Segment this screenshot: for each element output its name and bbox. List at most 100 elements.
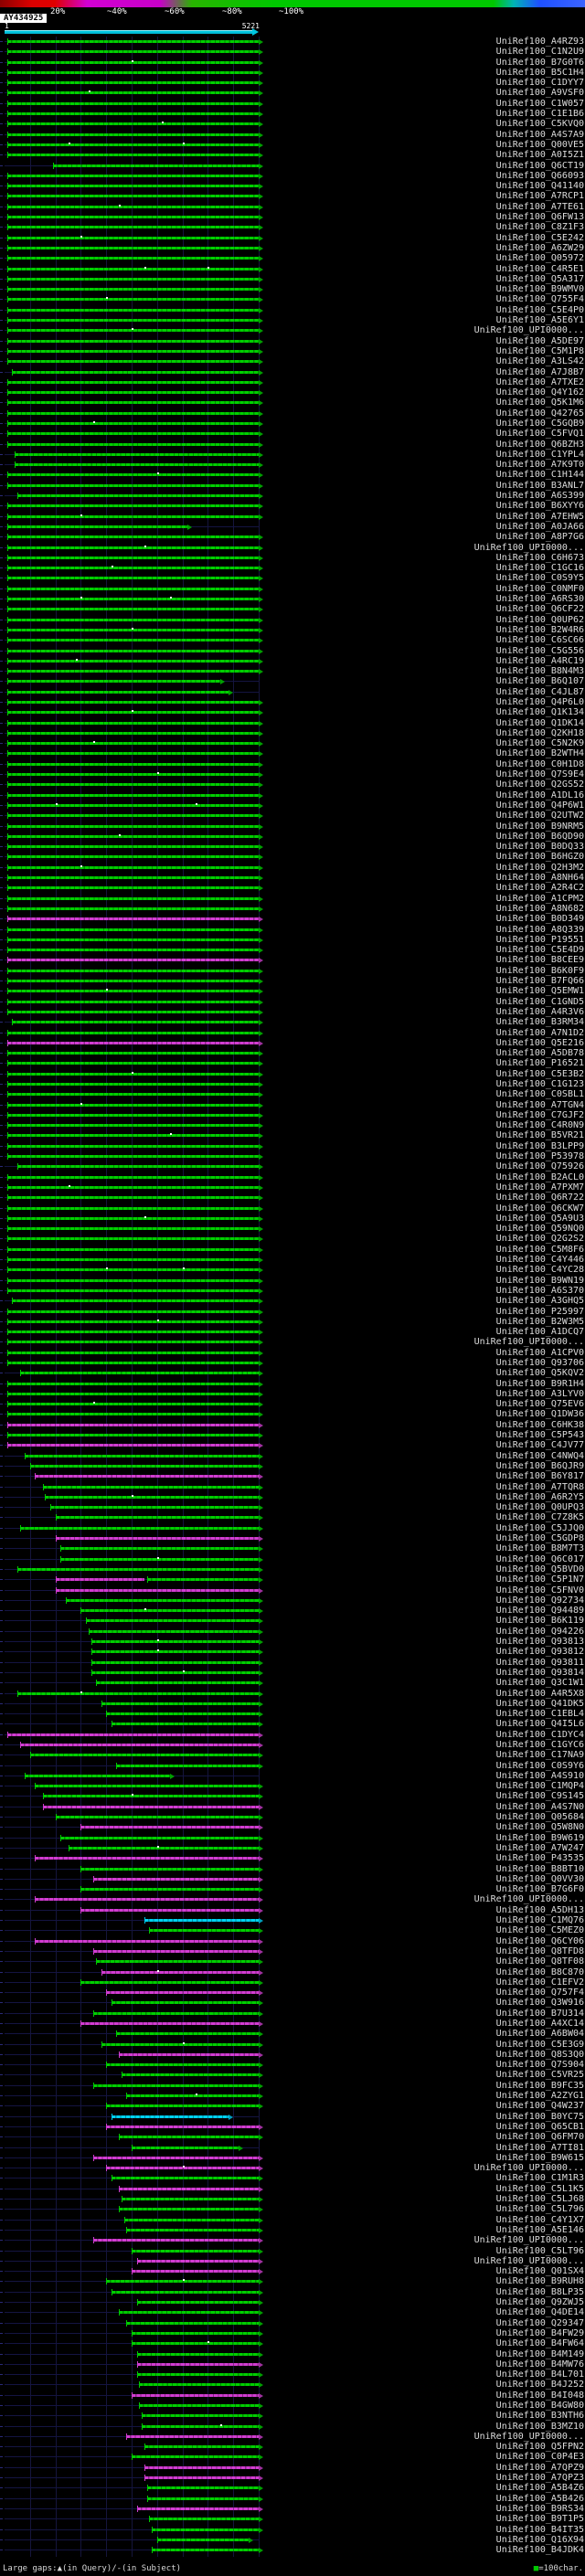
hsp-bar[interactable] (106, 2123, 259, 2130)
subject-label[interactable]: UniRef100_B2ACL0 (495, 1171, 584, 1182)
hsp-bar[interactable] (6, 203, 259, 210)
hsp-bar[interactable] (88, 1627, 259, 1635)
hsp-bar[interactable] (106, 2165, 259, 2172)
subject-label[interactable]: UniRef100_B6K0F9 (495, 965, 584, 976)
subject-label[interactable]: UniRef100_Q05972 (495, 253, 584, 264)
subject-label[interactable]: UniRef100_A4RC19 (495, 655, 584, 666)
hsp-bar[interactable] (35, 1783, 259, 1790)
subject-label[interactable]: UniRef100_A3LS42 (495, 356, 584, 367)
subject-label[interactable]: UniRef100_Q5BVD0 (495, 1564, 584, 1574)
hsp-bar[interactable] (106, 2062, 259, 2069)
hsp-bar[interactable] (6, 327, 259, 334)
subject-label[interactable]: UniRef100_B5C1H4 (495, 67, 584, 78)
hsp-bar[interactable] (6, 544, 259, 551)
subject-label[interactable]: UniRef100_C17NA9 (495, 1750, 584, 1761)
hsp-bar[interactable] (106, 2103, 259, 2110)
subject-label[interactable]: UniRef100_C1DYC4 (495, 1729, 584, 1740)
hsp-bar[interactable] (6, 1442, 259, 1449)
subject-label[interactable]: UniRef100_C6HK38 (495, 1419, 584, 1430)
hsp-bar[interactable] (19, 1370, 259, 1377)
hsp-bar[interactable] (6, 378, 259, 386)
subject-label[interactable]: UniRef100_A1DCQ7 (495, 1327, 584, 1338)
subject-label[interactable]: UniRef100_C4NWQ4 (495, 1450, 584, 1461)
subject-label[interactable]: UniRef100_A6BW04 (495, 2029, 584, 2040)
hsp-bar[interactable] (6, 472, 259, 479)
hsp-bar[interactable] (6, 1070, 259, 1077)
hsp-bar[interactable] (96, 1958, 259, 1966)
subject-label[interactable]: UniRef100_Q2GS52 (495, 779, 584, 790)
subject-label[interactable]: UniRef100_A3GHQ5 (495, 1296, 584, 1307)
hsp-bar[interactable] (6, 812, 259, 820)
hsp-bar[interactable] (132, 2329, 259, 2337)
hsp-bar[interactable] (144, 1917, 259, 1924)
hsp-bar[interactable] (6, 1339, 259, 1346)
hsp-bar[interactable] (6, 234, 259, 241)
hsp-bar[interactable] (6, 1401, 259, 1408)
subject-label[interactable]: UniRef100_Q4Y162 (495, 387, 584, 398)
hsp-bar[interactable] (146, 2495, 259, 2502)
hsp-bar[interactable] (132, 2268, 259, 2275)
subject-label[interactable]: UniRef100_B4L701 (495, 2369, 584, 2380)
hsp-bar[interactable] (6, 183, 259, 190)
subject-label[interactable]: UniRef100_Q6CKW7 (495, 1203, 584, 1214)
subject-label[interactable]: UniRef100_A0I5Z1 (495, 150, 584, 161)
subject-label[interactable]: UniRef100_B4MW76 (495, 2359, 584, 2369)
subject-label[interactable]: UniRef100_C0H1D8 (495, 758, 584, 769)
subject-label[interactable]: UniRef100_A7PXM7 (495, 1182, 584, 1193)
hsp-bar[interactable] (142, 2412, 259, 2420)
subject-label[interactable]: UniRef100_B8N4M3 (495, 666, 584, 677)
subject-label[interactable]: UniRef100_Q6C017 (495, 1553, 584, 1564)
hsp-bar[interactable] (55, 1586, 259, 1594)
subject-label[interactable]: UniRef100_A6S399 (495, 491, 584, 502)
hsp-bar[interactable] (111, 2288, 259, 2295)
subject-label[interactable]: UniRef100_A5B426 (495, 2493, 584, 2504)
subject-label[interactable]: UniRef100_B9NRM5 (495, 821, 584, 832)
hsp-bar[interactable] (55, 1576, 144, 1584)
subject-label[interactable]: UniRef100_P25997 (495, 1306, 584, 1317)
hsp-bar[interactable] (60, 1834, 259, 1841)
subject-label[interactable]: UniRef100_Q94489 (495, 1606, 584, 1617)
hsp-bar[interactable] (6, 719, 259, 726)
hsp-bar[interactable] (6, 131, 259, 138)
hsp-bar[interactable] (29, 1462, 259, 1469)
subject-label[interactable]: UniRef100_C4R0N9 (495, 1120, 584, 1131)
hsp-bar[interactable] (16, 1690, 259, 1697)
subject-label[interactable]: UniRef100_Q41DK5 (495, 1698, 584, 1709)
hsp-bar[interactable] (55, 1514, 259, 1521)
subject-label[interactable]: UniRef100_Q757F4 (495, 1988, 584, 1998)
subject-label[interactable]: UniRef100_B6K119 (495, 1616, 584, 1627)
hsp-bar[interactable] (6, 1277, 259, 1284)
subject-label[interactable]: UniRef100_C4Y1X7 (495, 2214, 584, 2225)
subject-label[interactable]: UniRef100_A8P7G6 (495, 532, 584, 543)
subject-label[interactable]: UniRef100_UPI0000... (473, 2163, 584, 2174)
hsp-bar[interactable] (6, 1235, 259, 1243)
hsp-bar[interactable] (136, 2360, 259, 2368)
hsp-bar[interactable] (6, 699, 259, 705)
subject-label[interactable]: UniRef100_C5P543 (495, 1430, 584, 1441)
subject-label[interactable]: UniRef100_C5N2K9 (495, 738, 584, 749)
subject-label[interactable]: UniRef100_Q05684 (495, 1812, 584, 1823)
subject-label[interactable]: UniRef100_A3LYV0 (495, 1388, 584, 1399)
hsp-bar[interactable] (6, 885, 259, 892)
subject-label[interactable]: UniRef100_A7TE61 (495, 201, 584, 212)
subject-label[interactable]: UniRef100_Q6CY06 (495, 1935, 584, 1946)
subject-label[interactable]: UniRef100_Q59NQ0 (495, 1224, 584, 1235)
subject-label[interactable]: UniRef100_B8LP35 (495, 2286, 584, 2297)
subject-label[interactable]: UniRef100_Q8S3Q0 (495, 2049, 584, 2060)
hsp-bar[interactable] (96, 1680, 259, 1687)
hsp-bar[interactable] (80, 1978, 259, 1986)
subject-label[interactable]: UniRef100_Q5A9U3 (495, 1213, 584, 1224)
hsp-bar[interactable] (12, 368, 259, 376)
hsp-bar[interactable] (6, 1101, 259, 1108)
subject-label[interactable]: UniRef100_C5GQB9 (495, 418, 584, 429)
hsp-bar[interactable] (6, 1225, 259, 1233)
hsp-bar[interactable] (6, 1008, 259, 1015)
subject-label[interactable]: UniRef100_Q6FM70 (495, 2132, 584, 2143)
hsp-bar[interactable] (19, 1524, 259, 1532)
hsp-bar[interactable] (136, 2350, 259, 2358)
hsp-bar[interactable] (6, 38, 259, 45)
subject-label[interactable]: UniRef100_B3LPP9 (495, 1140, 584, 1151)
subject-label[interactable]: UniRef100_A8Q339 (495, 924, 584, 935)
subject-label[interactable]: UniRef100_C0SBL1 (495, 1089, 584, 1100)
subject-label[interactable]: UniRef100_P16521 (495, 1058, 584, 1069)
